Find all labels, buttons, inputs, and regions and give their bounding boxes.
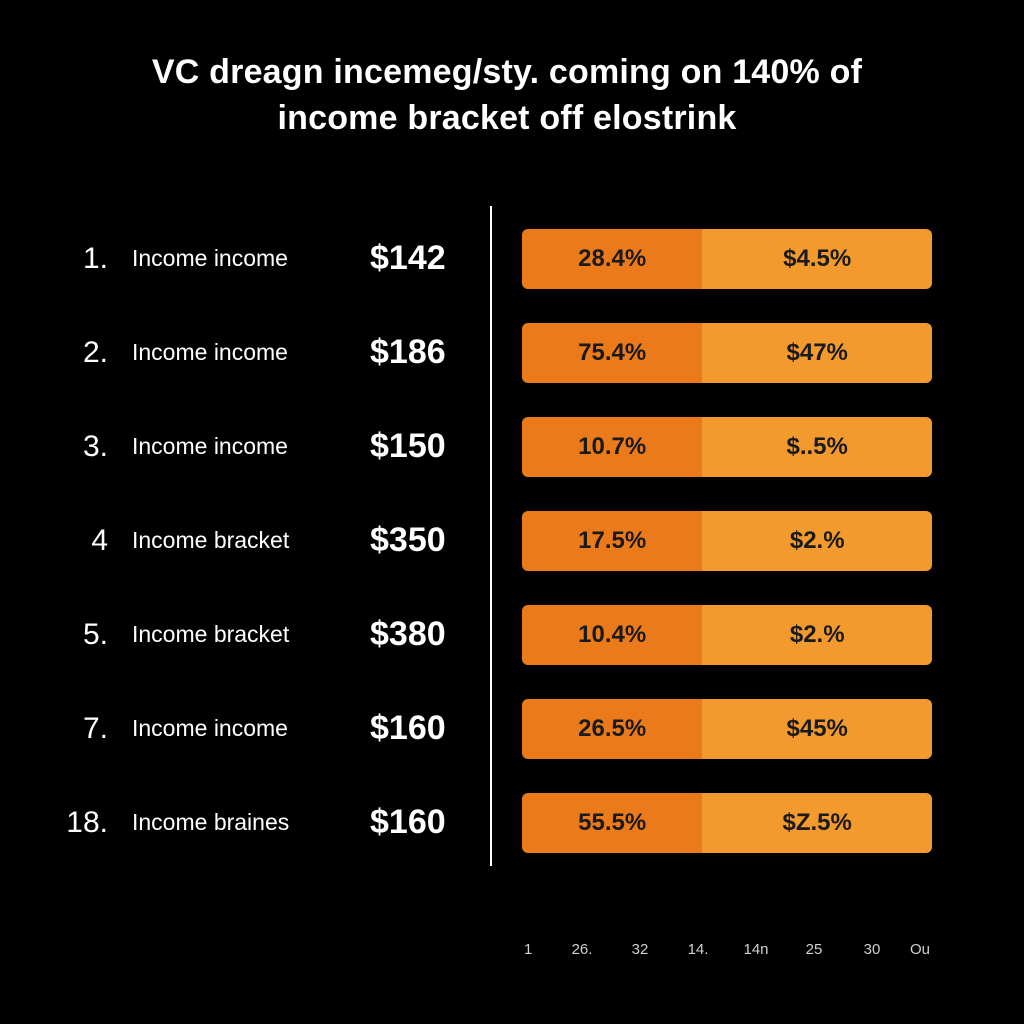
- rank-number: 3.: [50, 430, 108, 464]
- row-amount: $186: [370, 333, 490, 372]
- chart-canvas: VC dreagn incemeg/sty. coming on 140% of…: [0, 0, 1024, 1024]
- row-label: Income bracket: [108, 527, 370, 554]
- row-label: Income braines: [108, 809, 370, 836]
- bar-segment-a: 75.4%: [522, 323, 702, 383]
- bar-row: 10.7% $..5%: [522, 400, 964, 494]
- axis-tick: 30: [843, 941, 901, 958]
- rank-number: 4: [50, 524, 108, 558]
- stacked-bar: 28.4% $4.5%: [522, 229, 932, 289]
- left-column: 1. Income income $142 2. Income income $…: [50, 212, 490, 912]
- stacked-bar: 10.7% $..5%: [522, 417, 932, 477]
- axis-tick: 14.: [669, 941, 727, 958]
- bar-segment-a: 17.5%: [522, 511, 702, 571]
- table-row: 1. Income income $142: [50, 212, 490, 306]
- row-amount: $380: [370, 615, 490, 654]
- bar-segment-a: 28.4%: [522, 229, 702, 289]
- bar-row: 17.5% $2.%: [522, 494, 964, 588]
- bar-row: 10.4% $2.%: [522, 588, 964, 682]
- bar-segment-b: $Z.5%: [702, 793, 932, 853]
- row-label: Income income: [108, 433, 370, 460]
- table-row: 4 Income bracket $350: [50, 494, 490, 588]
- axis-tick: 26.: [553, 941, 611, 958]
- chart-title: VC dreagn incemeg/sty. coming on 140% of…: [97, 50, 917, 142]
- stacked-bar: 10.4% $2.%: [522, 605, 932, 665]
- bar-row: 28.4% $4.5%: [522, 212, 964, 306]
- stacked-bar: 75.4% $47%: [522, 323, 932, 383]
- row-label: Income income: [108, 339, 370, 366]
- x-axis: 1 26. 32 14. 14n 25 30 Ou: [522, 941, 932, 958]
- table-row: 5. Income bracket $380: [50, 588, 490, 682]
- row-amount: $160: [370, 709, 490, 748]
- table-row: 3. Income income $150: [50, 400, 490, 494]
- stacked-bar: 55.5% $Z.5%: [522, 793, 932, 853]
- rank-number: 7.: [50, 712, 108, 746]
- axis-tick: 14n: [727, 941, 785, 958]
- bar-segment-a: 55.5%: [522, 793, 702, 853]
- rank-number: 18.: [50, 806, 108, 840]
- bar-segment-b: $..5%: [702, 417, 932, 477]
- row-label: Income bracket: [108, 621, 370, 648]
- row-amount: $142: [370, 239, 490, 278]
- rank-number: 1.: [50, 242, 108, 276]
- bar-segment-b: $47%: [702, 323, 932, 383]
- bar-row: 75.4% $47%: [522, 306, 964, 400]
- row-label: Income income: [108, 715, 370, 742]
- axis-tick: 1: [524, 941, 553, 958]
- table-row: 18. Income braines $160: [50, 776, 490, 870]
- bar-segment-b: $2.%: [702, 511, 932, 571]
- table-row: 2. Income income $186: [50, 306, 490, 400]
- row-amount: $150: [370, 427, 490, 466]
- axis-tick: Ou: [901, 941, 930, 958]
- bar-row: 26.5% $45%: [522, 682, 964, 776]
- bar-row: 55.5% $Z.5%: [522, 776, 964, 870]
- stacked-bar: 26.5% $45%: [522, 699, 932, 759]
- bar-segment-b: $4.5%: [702, 229, 932, 289]
- axis-tick: 25: [785, 941, 843, 958]
- right-column: 28.4% $4.5% 75.4% $47% 10.7% $..5% 17.5%: [492, 212, 964, 912]
- bar-segment-b: $45%: [702, 699, 932, 759]
- rank-number: 2.: [50, 336, 108, 370]
- row-label: Income income: [108, 245, 370, 272]
- row-amount: $160: [370, 803, 490, 842]
- stacked-bar: 17.5% $2.%: [522, 511, 932, 571]
- row-amount: $350: [370, 521, 490, 560]
- rank-number: 5.: [50, 618, 108, 652]
- bar-segment-a: 26.5%: [522, 699, 702, 759]
- table-row: 7. Income income $160: [50, 682, 490, 776]
- axis-tick: 32: [611, 941, 669, 958]
- bar-segment-b: $2.%: [702, 605, 932, 665]
- chart-content: 1. Income income $142 2. Income income $…: [50, 212, 964, 912]
- bar-segment-a: 10.4%: [522, 605, 702, 665]
- bar-segment-a: 10.7%: [522, 417, 702, 477]
